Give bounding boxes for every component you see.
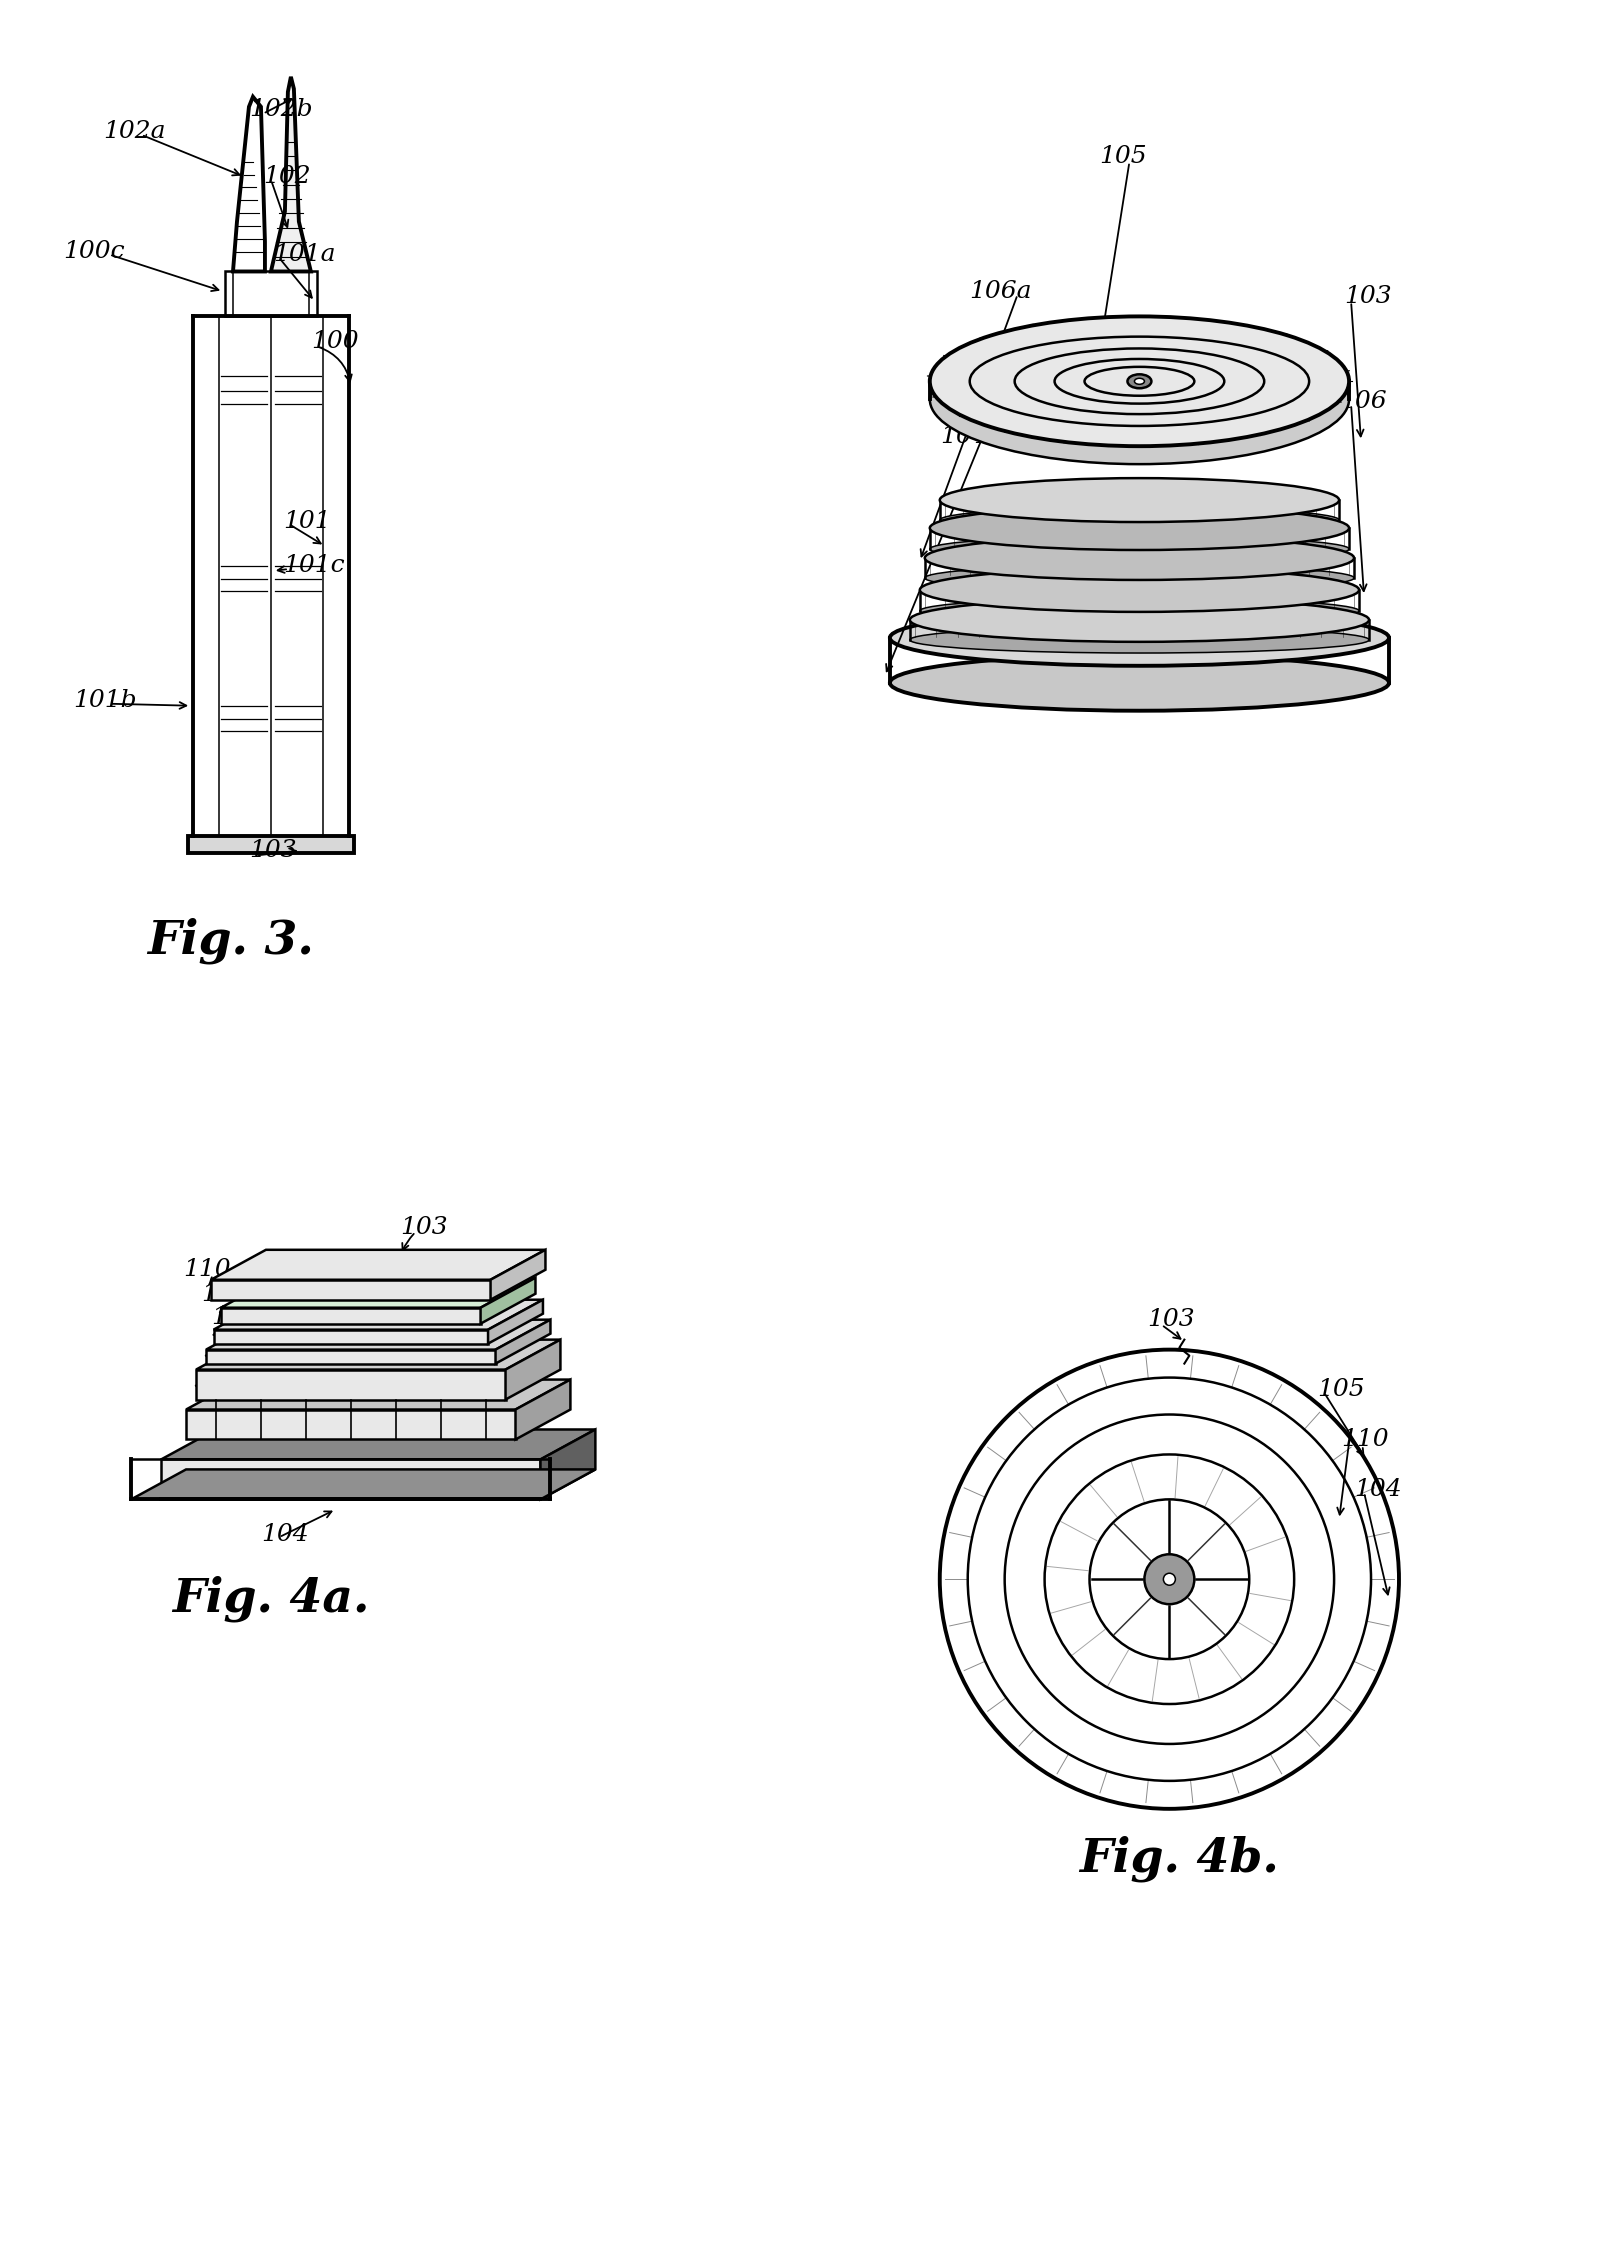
Text: 103: 103 (249, 840, 296, 862)
Polygon shape (210, 1249, 545, 1281)
Polygon shape (186, 1410, 516, 1439)
Polygon shape (205, 1319, 550, 1349)
Text: Fig. 3.: Fig. 3. (147, 917, 314, 964)
Text: 100: 100 (311, 330, 359, 353)
Polygon shape (196, 1340, 560, 1369)
Polygon shape (162, 1460, 540, 1500)
Polygon shape (490, 1249, 545, 1299)
Polygon shape (131, 1469, 595, 1500)
Ellipse shape (930, 335, 1349, 464)
Polygon shape (505, 1340, 560, 1399)
Ellipse shape (940, 477, 1340, 523)
Text: 102a: 102a (104, 120, 165, 143)
Polygon shape (481, 1279, 536, 1324)
Polygon shape (214, 1331, 489, 1344)
Text: 103: 103 (1147, 1308, 1196, 1331)
Polygon shape (489, 1299, 544, 1344)
Text: 120: 120 (201, 1283, 249, 1306)
Text: 106: 106 (1340, 389, 1387, 412)
Polygon shape (222, 1308, 481, 1324)
Text: 102b: 102b (249, 97, 312, 122)
Ellipse shape (1163, 1573, 1175, 1584)
Text: 106: 106 (210, 1383, 259, 1405)
Text: Fig. 4b.: Fig. 4b. (1079, 1835, 1280, 1883)
Ellipse shape (919, 597, 1359, 625)
Text: 103: 103 (1345, 285, 1391, 308)
Text: 110: 110 (1341, 1428, 1388, 1451)
Text: 104: 104 (260, 1523, 309, 1546)
Ellipse shape (1144, 1555, 1194, 1604)
Text: 101: 101 (283, 509, 330, 532)
Text: Fig. 4.: Fig. 4. (1061, 518, 1228, 563)
Ellipse shape (925, 536, 1354, 579)
Ellipse shape (925, 566, 1354, 591)
Polygon shape (516, 1380, 571, 1439)
Polygon shape (205, 1349, 495, 1365)
Ellipse shape (940, 1349, 1400, 1808)
Ellipse shape (890, 611, 1388, 665)
Text: 104: 104 (940, 425, 987, 448)
Bar (225, 272, 317, 317)
Ellipse shape (919, 568, 1359, 611)
Text: 106a: 106a (969, 281, 1032, 303)
Ellipse shape (1134, 378, 1144, 385)
Ellipse shape (930, 536, 1349, 561)
Bar (188, 835, 354, 853)
Text: 105: 105 (210, 1306, 259, 1328)
Text: 100c: 100c (63, 240, 125, 263)
Text: 103: 103 (401, 1215, 448, 1240)
Polygon shape (162, 1430, 595, 1460)
Text: Fig. 4a.: Fig. 4a. (172, 1575, 369, 1623)
Polygon shape (196, 1369, 505, 1399)
Polygon shape (540, 1430, 595, 1500)
Ellipse shape (909, 597, 1369, 643)
Text: 104: 104 (1354, 1478, 1401, 1500)
Ellipse shape (940, 507, 1340, 534)
Text: 110: 110 (183, 1258, 231, 1281)
Polygon shape (186, 1380, 571, 1410)
Polygon shape (210, 1281, 490, 1299)
Text: 101a: 101a (273, 242, 335, 267)
Text: 101c: 101c (283, 554, 345, 577)
Polygon shape (214, 1299, 544, 1331)
Ellipse shape (930, 317, 1349, 446)
Text: 105: 105 (1317, 1378, 1364, 1401)
Ellipse shape (930, 507, 1349, 550)
Polygon shape (495, 1319, 550, 1365)
Polygon shape (270, 77, 311, 272)
Ellipse shape (1128, 373, 1152, 389)
Text: 101b: 101b (73, 690, 138, 713)
Text: 105: 105 (1100, 145, 1147, 167)
Polygon shape (233, 97, 265, 272)
Ellipse shape (890, 654, 1388, 711)
Text: 102: 102 (264, 165, 311, 188)
Text: 106a: 106a (210, 1331, 273, 1353)
Ellipse shape (909, 627, 1369, 654)
Polygon shape (222, 1279, 536, 1308)
